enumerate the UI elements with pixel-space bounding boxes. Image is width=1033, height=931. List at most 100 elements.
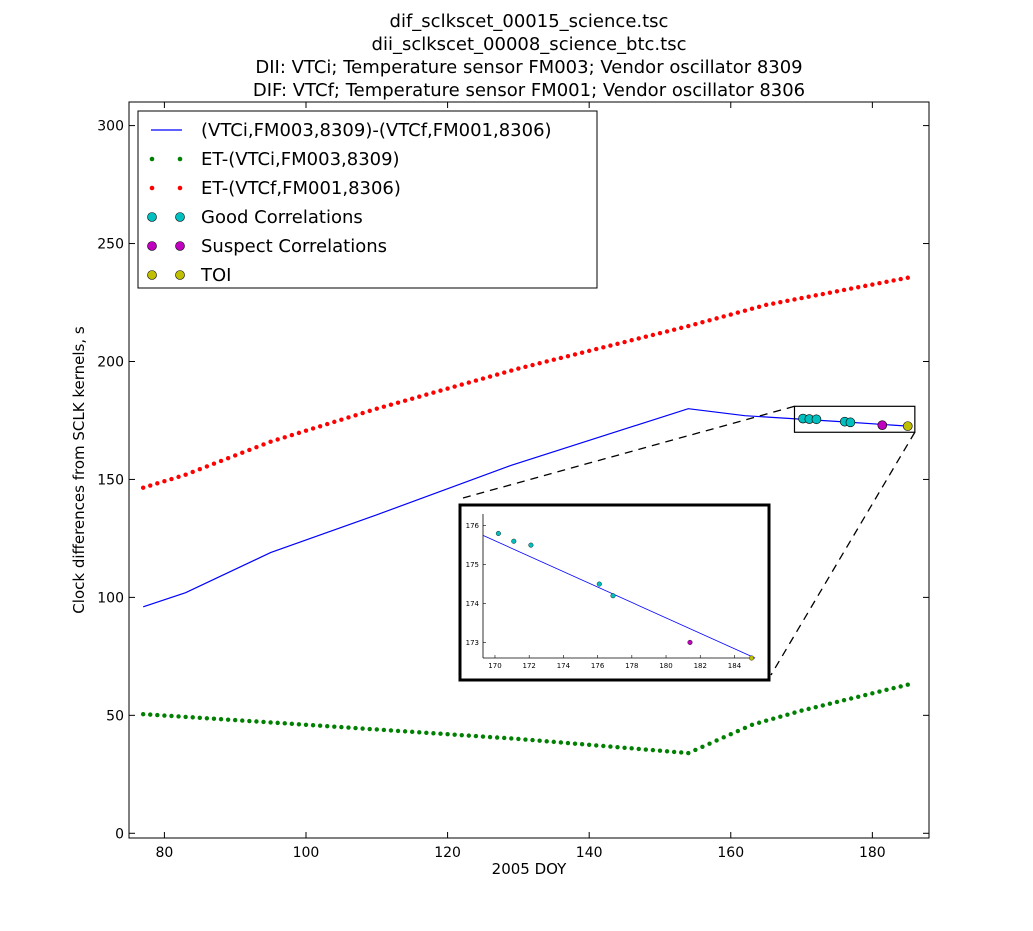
series-3-point bbox=[671, 327, 677, 332]
series-3-point bbox=[502, 370, 507, 375]
series-2-point bbox=[268, 720, 273, 725]
series-2-point bbox=[183, 714, 188, 720]
series-3-point bbox=[296, 430, 302, 436]
inset-series-line bbox=[482, 535, 756, 659]
x-tick-label: 140 bbox=[576, 845, 603, 861]
series-3-point bbox=[643, 334, 649, 339]
inset-x-tick-label: 184 bbox=[728, 662, 742, 670]
series-3-point bbox=[728, 312, 733, 317]
series-3-point bbox=[572, 352, 578, 357]
zoom-box bbox=[793, 405, 916, 433]
series-2-point bbox=[778, 714, 783, 719]
series-2-point bbox=[749, 722, 755, 727]
series-2-point bbox=[197, 715, 202, 721]
series-3-point bbox=[339, 417, 344, 422]
legend-swatch-marker bbox=[175, 241, 185, 251]
inset-x-tick-label: 178 bbox=[625, 662, 638, 670]
series-3-point bbox=[771, 301, 776, 306]
series-2-point bbox=[480, 734, 486, 739]
series-3-point bbox=[565, 353, 571, 359]
series-3-point bbox=[148, 483, 153, 488]
series-2-point bbox=[686, 750, 691, 756]
axes-frame bbox=[128, 101, 930, 839]
series-2-point bbox=[466, 733, 472, 738]
series-3-point bbox=[190, 469, 195, 475]
inset-plot: 170 172 174 176 178 180 182 184 173 174 175 176 bbox=[458, 503, 771, 682]
series-3-point bbox=[827, 290, 833, 295]
series-2-point bbox=[381, 727, 387, 733]
series-3-point bbox=[353, 413, 358, 418]
series-3-point bbox=[686, 323, 691, 329]
title-line-1: dif_sclkscet_00015_science.tsc bbox=[390, 11, 669, 32]
inset-marker bbox=[511, 538, 517, 544]
series-3-points bbox=[140, 275, 910, 490]
series-3-point bbox=[834, 289, 840, 294]
series-2-point bbox=[643, 747, 649, 752]
series-3-point bbox=[282, 435, 287, 440]
inset-y-tick-label: 174 bbox=[466, 600, 480, 608]
series-2-point bbox=[388, 728, 394, 733]
series-2-point bbox=[367, 726, 372, 732]
series-3-point bbox=[431, 390, 436, 395]
series-3-point bbox=[424, 392, 429, 397]
inset-x-tick-label: 180 bbox=[659, 662, 672, 670]
series-2-point bbox=[537, 738, 542, 743]
inset-marker bbox=[495, 530, 501, 536]
series-2-point bbox=[863, 692, 868, 698]
series-3-point bbox=[608, 343, 613, 348]
series-3-point bbox=[509, 368, 514, 373]
series-3-point bbox=[254, 444, 259, 450]
legend-label: TOI bbox=[200, 265, 231, 286]
legend-item: TOI bbox=[147, 265, 231, 286]
legend-item: (VTCi,FM003,8309)-(VTCf,FM001,8306) bbox=[151, 120, 552, 141]
series-3-point bbox=[452, 384, 457, 389]
series-2-point bbox=[594, 743, 599, 748]
y-tick-label: 100 bbox=[97, 590, 124, 606]
series-3-point bbox=[197, 467, 202, 472]
series-3-point bbox=[891, 278, 896, 283]
series-2-point bbox=[905, 682, 910, 687]
series-2-point bbox=[190, 715, 195, 720]
series-2-point bbox=[856, 694, 861, 699]
series-2-point bbox=[232, 717, 238, 723]
series-3-point bbox=[785, 298, 790, 304]
series-3-point bbox=[650, 332, 656, 338]
inset-x-tick-label: 176 bbox=[591, 662, 605, 670]
series-3-point bbox=[204, 464, 210, 469]
series-2-point bbox=[516, 736, 521, 742]
series-3-point bbox=[863, 283, 868, 289]
series-2-point bbox=[558, 740, 564, 745]
series-2-point bbox=[310, 723, 316, 728]
series-2-point bbox=[303, 722, 309, 727]
series-2-point bbox=[211, 716, 217, 721]
series-3-point bbox=[268, 439, 273, 444]
series-3-point bbox=[820, 291, 826, 297]
y-tick-label: 250 bbox=[97, 237, 124, 253]
inset-frame bbox=[458, 503, 771, 682]
inset-y-tick-label: 173 bbox=[466, 639, 479, 647]
series-2-point bbox=[763, 718, 769, 723]
series-2-point bbox=[636, 746, 641, 752]
legend-item: Suspect Correlations bbox=[147, 236, 387, 257]
legend-label: (VTCi,FM003,8309)-(VTCf,FM001,8306) bbox=[201, 120, 552, 141]
series-3-point bbox=[657, 330, 663, 336]
series-2-point bbox=[325, 723, 330, 729]
legend: (VTCi,FM003,8309)-(VTCf,FM001,8306) ET-(V… bbox=[137, 110, 598, 289]
series-4-marker bbox=[811, 414, 822, 425]
series-2-point bbox=[523, 737, 528, 742]
series-3-point bbox=[332, 419, 337, 425]
series-2-point bbox=[884, 687, 889, 693]
series-2-point bbox=[275, 720, 280, 726]
inset-marker bbox=[610, 593, 616, 599]
series-2-point bbox=[629, 746, 634, 751]
series-2-point bbox=[176, 714, 181, 719]
series-3-point bbox=[841, 287, 847, 293]
series-2-point bbox=[700, 744, 705, 749]
legend-item: Good Correlations bbox=[147, 207, 363, 228]
series-4-marker bbox=[845, 417, 856, 428]
series-3-point bbox=[494, 372, 500, 377]
title-line-2: dii_sclkscet_00008_science_btc.tsc bbox=[372, 34, 687, 55]
series-3-point bbox=[395, 400, 401, 405]
series-3-point bbox=[516, 366, 521, 371]
series-2-point bbox=[735, 728, 741, 734]
